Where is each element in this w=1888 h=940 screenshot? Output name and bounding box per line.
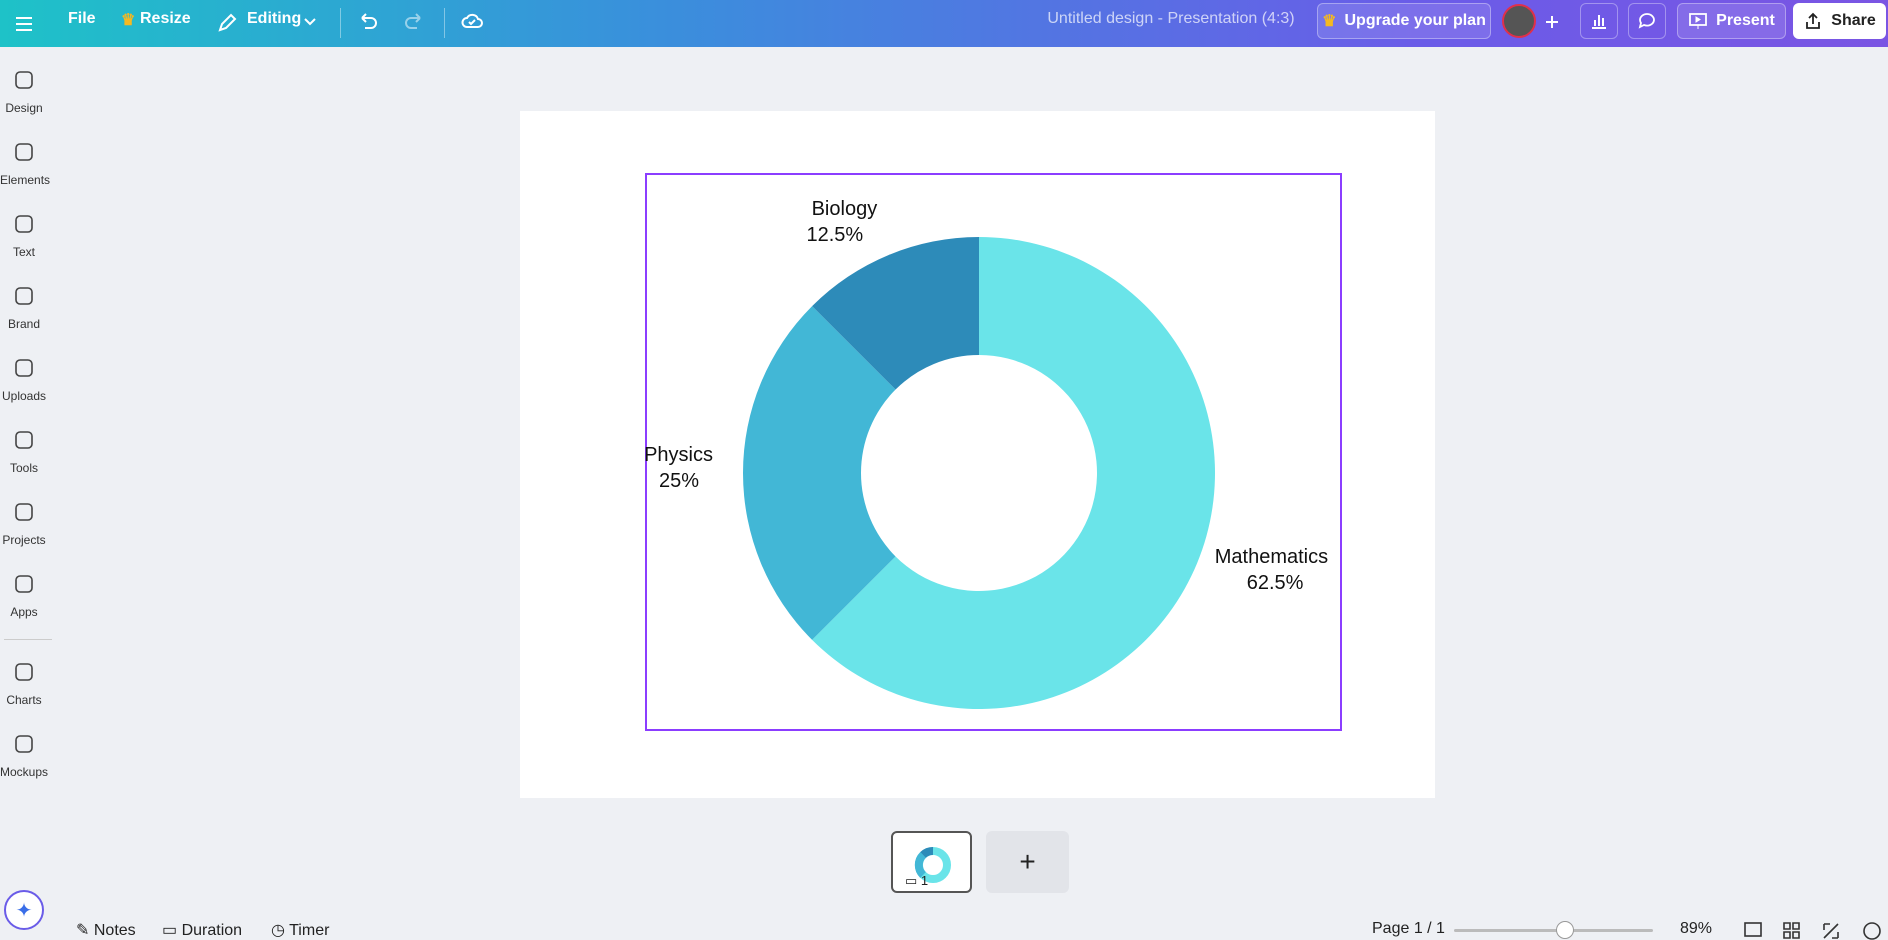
icon: [15, 735, 33, 753]
sidebar-label[interactable]: Mockups: [0, 765, 49, 779]
slice-label: Physics: [644, 444, 713, 466]
sidebar-icon[interactable]: [0, 429, 48, 453]
insights-button[interactable]: [1580, 3, 1618, 39]
slice-value-label: 62.5%: [1247, 572, 1304, 594]
sidebar-label[interactable]: Tools: [9, 461, 38, 475]
slice-value-label: 12.5%: [806, 224, 863, 246]
duration-label: Duration: [181, 922, 243, 939]
donut-slice: [812, 237, 1215, 710]
sidebar-icon[interactable]: [0, 357, 48, 381]
upgrade-button[interactable]: ♛ Upgrade your plan: [1317, 3, 1491, 39]
sidebar-label[interactable]: Text: [12, 245, 35, 259]
upgrade-label: Upgrade your plan: [1344, 12, 1486, 29]
icon: [15, 71, 33, 89]
selection-frame[interactable]: [645, 173, 1342, 731]
avatar[interactable]: [1502, 4, 1536, 38]
menu-icon[interactable]: [12, 12, 36, 36]
notes-button[interactable]: ✎ Notes: [76, 922, 136, 939]
icon: [15, 143, 33, 161]
document-title[interactable]: Untitled design - Presentation (4:3): [1047, 10, 1295, 27]
page-indicator[interactable]: Page 1 / 1: [1372, 920, 1445, 937]
zoom-slider[interactable]: [1454, 929, 1653, 932]
undo[interactable]: [356, 10, 380, 34]
sidebar-label[interactable]: Projects: [2, 533, 46, 547]
comments-button[interactable]: [1628, 3, 1666, 39]
present-button[interactable]: Present: [1677, 3, 1786, 39]
cloud-saved[interactable]: [460, 8, 486, 34]
sidebar-icon[interactable]: [0, 661, 48, 685]
present-label: Present: [1716, 12, 1775, 29]
donut-slice: [743, 306, 896, 640]
zoom-level[interactable]: 89%: [1680, 920, 1713, 937]
donut-slice: [812, 237, 979, 390]
sidebar-label[interactable]: Uploads: [1, 389, 47, 403]
page-number: ▭ 1: [905, 873, 929, 888]
sidebar-label[interactable]: Elements: [0, 173, 51, 187]
page-thumbnail[interactable]: ▭ 1: [891, 831, 972, 893]
sidebar-label[interactable]: Apps: [10, 605, 38, 619]
thumbnail-preview: [914, 847, 951, 883]
chevron[interactable]: [302, 14, 318, 30]
sidebar-label[interactable]: Design: [5, 101, 43, 115]
page-number-text: 1: [920, 873, 929, 888]
divider: [4, 639, 52, 640]
mode-button[interactable]: Editing: [247, 10, 302, 27]
file-menu[interactable]: File: [68, 10, 96, 27]
crown: ♛: [121, 12, 136, 29]
duration-button[interactable]: ▭ Duration: [162, 922, 243, 939]
add-collaborator[interactable]: [1540, 10, 1564, 34]
pencil-icon: [218, 13, 237, 32]
icon: [15, 287, 33, 305]
sidebar-icon[interactable]: [0, 69, 48, 93]
timer-button[interactable]: ◷ Timer: [271, 922, 330, 939]
sidebar-icon[interactable]: [0, 573, 48, 597]
view-controls[interactable]: [1742, 920, 1888, 940]
zoom-knob[interactable]: [1556, 921, 1574, 939]
sidebar-icon[interactable]: [0, 501, 48, 525]
share-button[interactable]: Share: [1793, 3, 1886, 39]
icon: [15, 503, 33, 521]
add-page[interactable]: +: [986, 831, 1069, 893]
sidebar-icon[interactable]: [0, 213, 48, 237]
icon: [15, 431, 33, 449]
share-label: Share: [1831, 12, 1876, 29]
top-bar: File ♛ Resize Editing Untitled design - …: [0, 0, 1888, 47]
icon: [15, 663, 33, 681]
notes-label: Notes: [93, 922, 136, 939]
sidebar-icon[interactable]: [0, 733, 48, 757]
redo[interactable]: [402, 10, 426, 34]
icon: [15, 359, 33, 377]
divider: [444, 8, 445, 38]
sidebar-icon[interactable]: [0, 285, 48, 309]
timer-label: Timer: [289, 922, 330, 939]
sidebar-label[interactable]: Brand: [7, 317, 41, 331]
slice-label: Biology: [812, 198, 878, 220]
icon: [15, 575, 33, 593]
slice-value-label: 25%: [659, 470, 699, 492]
slice-label: Mathematics: [1215, 546, 1328, 568]
icon: [15, 215, 33, 233]
magic-button[interactable]: ✦: [4, 890, 44, 930]
sidebar-label[interactable]: Charts: [6, 693, 42, 707]
divider: [340, 8, 341, 38]
resize-button[interactable]: Resize: [140, 10, 191, 27]
sidebar-icon[interactable]: [0, 141, 48, 165]
